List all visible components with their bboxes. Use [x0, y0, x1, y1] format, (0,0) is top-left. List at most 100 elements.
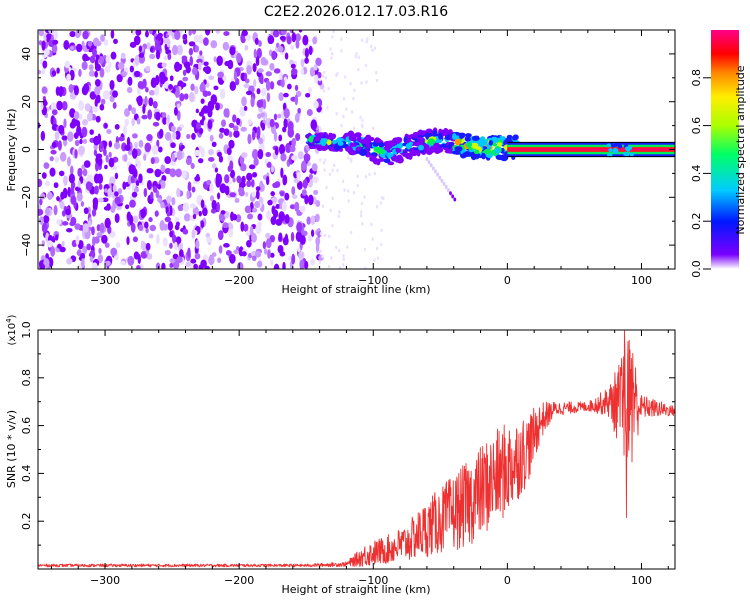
noise-speckle	[82, 223, 89, 233]
spectrogram-x-axis: −300 −200 −100 0 100	[50, 30, 669, 287]
signal-blob	[442, 144, 447, 149]
noise-speckle	[69, 31, 76, 38]
signal-streak	[436, 172, 440, 177]
noise-speckle	[336, 71, 339, 76]
noise-speckle	[145, 227, 149, 234]
noise-speckle	[157, 183, 162, 190]
noise-speckle	[38, 208, 44, 216]
noise-speckle	[375, 78, 379, 83]
noise-speckle	[131, 107, 136, 115]
noise-speckle	[223, 31, 230, 37]
noise-speckle	[78, 69, 82, 77]
noise-speckle	[205, 232, 211, 238]
noise-speckle	[269, 118, 275, 128]
noise-speckle	[132, 133, 138, 139]
noise-speckle	[95, 115, 101, 123]
noise-speckle	[273, 263, 280, 269]
noise-speckle	[149, 30, 153, 35]
noise-speckle	[181, 169, 187, 179]
noise-speckle	[265, 232, 271, 239]
noise-speckle	[278, 232, 283, 241]
noise-speckle	[202, 90, 209, 97]
noise-speckle	[94, 85, 101, 96]
noise-speckle	[357, 67, 360, 72]
noise-speckle	[319, 231, 323, 236]
noise-speckle	[146, 179, 152, 190]
signal-blob	[405, 152, 413, 160]
noise-speckle	[271, 50, 277, 61]
noise-speckle	[363, 195, 366, 199]
noise-speckle	[200, 259, 207, 268]
noise-speckle	[306, 109, 313, 116]
noise-speckle	[180, 144, 185, 150]
noise-speckle	[356, 174, 359, 179]
noise-speckle	[74, 139, 80, 147]
noise-speckle	[92, 37, 100, 47]
noise-speckle	[179, 82, 187, 88]
noise-speckle	[218, 155, 224, 163]
signal-blob	[447, 129, 453, 135]
noise-speckle	[290, 44, 295, 50]
noise-speckle	[340, 123, 343, 128]
noise-speckle	[80, 252, 86, 260]
noise-speckle	[94, 98, 98, 108]
noise-speckle	[318, 260, 322, 265]
noise-speckle	[247, 133, 252, 145]
noise-speckle	[187, 247, 191, 258]
noise-speckle	[83, 83, 90, 93]
noise-speckle	[84, 103, 91, 112]
noise-speckle	[309, 67, 315, 77]
noise-speckle	[123, 153, 128, 163]
noise-speckle	[228, 139, 235, 149]
noise-speckle	[297, 246, 301, 253]
noise-speckle	[232, 177, 236, 183]
noise-speckle	[174, 87, 180, 99]
signal-blob	[337, 141, 344, 146]
noise-speckle	[158, 146, 163, 153]
noise-speckle	[98, 183, 103, 190]
noise-speckle	[203, 37, 209, 46]
noise-speckle	[275, 42, 280, 48]
noise-speckle	[256, 88, 261, 95]
noise-speckle	[257, 148, 264, 160]
noise-speckle	[70, 185, 75, 195]
noise-speckle	[93, 149, 98, 156]
noise-speckle	[218, 212, 226, 222]
signal-blob	[427, 129, 432, 134]
y-tick-label: −20	[20, 186, 33, 209]
noise-speckle	[278, 144, 286, 155]
noise-speckle	[209, 195, 215, 202]
noise-speckle	[349, 230, 353, 235]
noise-speckle	[75, 234, 80, 246]
noise-speckle	[194, 86, 199, 95]
noise-speckle	[251, 191, 256, 198]
noise-speckle	[340, 48, 343, 53]
noise-speckle	[320, 110, 324, 114]
noise-speckle	[311, 163, 318, 172]
noise-speckle	[215, 102, 220, 111]
noise-speckle	[82, 245, 88, 255]
noise-speckle	[92, 106, 99, 113]
noise-speckle	[172, 131, 177, 140]
noise-speckle	[92, 47, 97, 58]
signal-blob	[435, 146, 444, 152]
noise-speckle	[100, 98, 106, 105]
noise-speckle	[270, 252, 275, 258]
noise-speckle	[56, 196, 60, 202]
noise-speckle	[51, 141, 57, 148]
noise-speckle	[77, 239, 84, 250]
noise-speckle	[49, 156, 54, 162]
noise-speckle	[136, 95, 143, 107]
noise-speckle	[207, 156, 215, 162]
noise-speckle	[211, 163, 217, 169]
noise-speckle	[78, 100, 84, 111]
noise-speckle	[138, 224, 144, 231]
signal-blob	[481, 153, 486, 160]
noise-speckle	[86, 243, 92, 251]
noise-speckle	[323, 70, 326, 75]
signal-blob	[397, 137, 403, 143]
noise-speckle	[89, 256, 94, 263]
noise-speckle	[168, 84, 174, 90]
noise-speckle	[225, 108, 230, 118]
noise-speckle	[310, 258, 316, 266]
